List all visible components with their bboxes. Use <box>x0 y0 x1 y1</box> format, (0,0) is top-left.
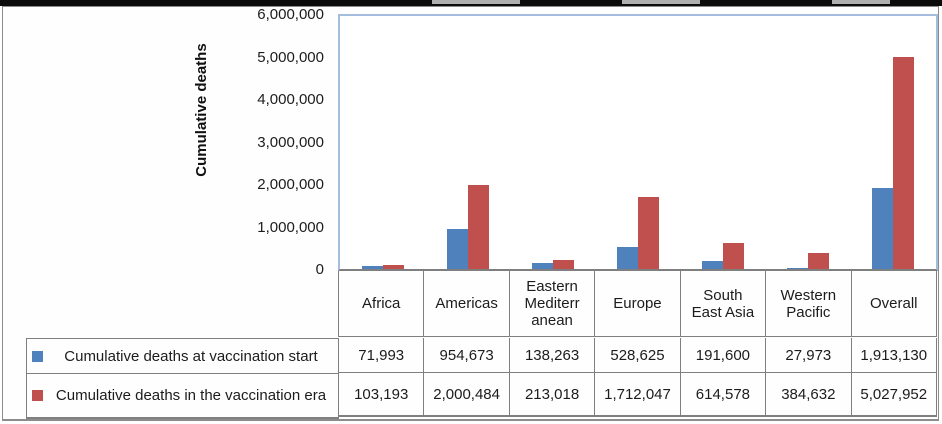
value-row-series2: 103,193 2,000,484 213,018 1,712,047 614,578 3… <box>339 373 937 417</box>
legend-label-series1: Cumulative deaths at vaccination start <box>64 347 318 365</box>
bar-series2-europe <box>638 197 659 269</box>
category-axis-labels: Africa Americas Eastern Mediterr anean Euro… <box>338 271 937 337</box>
plot-area <box>338 14 938 271</box>
value-row-series1: 71,993 954,673 138,263 528,625 191,600 27,973… <box>339 338 937 373</box>
y-tick-label: 6,000,000 <box>257 6 324 23</box>
value-cell-south-east-asia: 614,578 <box>681 373 767 415</box>
legend-table-column: Cumulative deaths at vaccination start Cu… <box>26 338 339 419</box>
y-axis-title-text: Cumulative deaths <box>192 43 210 177</box>
bar-series2-eastern-mediterranean <box>553 260 574 269</box>
value-cell-eastern-mediterranean: 138,263 <box>510 338 596 372</box>
y-tick-label: 0 <box>315 261 324 278</box>
data-table-values: 71,993 954,673 138,263 528,625 191,600 27,973… <box>339 338 937 419</box>
category-label-south-east-asia: South East Asia <box>680 271 767 337</box>
bar-series1-eastern-mediterranean <box>532 263 553 269</box>
bar-series1-western-pacific <box>787 268 808 269</box>
value-cell-americas: 2,000,484 <box>424 373 510 415</box>
category-label-overall: Overall <box>851 271 937 337</box>
value-cell-eastern-mediterranean: 213,018 <box>510 373 596 415</box>
value-cell-overall: 5,027,952 <box>852 373 937 415</box>
y-tick-label: 2,000,000 <box>257 176 324 193</box>
legend-marker-series2 <box>32 390 43 401</box>
category-label-western-pacific: Western Pacific <box>766 271 852 337</box>
bar-series1-europe <box>617 247 638 269</box>
bar-series2-americas <box>468 185 489 269</box>
value-cell-americas: 954,673 <box>424 338 510 372</box>
y-tick-label: 4,000,000 <box>257 91 324 108</box>
figure-border <box>2 6 939 421</box>
y-axis-title: Cumulative deaths <box>191 25 211 195</box>
value-cell-africa: 71,993 <box>339 338 425 372</box>
scan-artifact <box>832 0 890 4</box>
category-label-europe: Europe <box>595 271 681 337</box>
y-tick-label: 3,000,000 <box>257 133 324 151</box>
legend-row-series2: Cumulative deaths in the vaccination era <box>27 374 338 417</box>
bar-series2-africa <box>383 265 404 269</box>
y-tick-label: 1,000,000 <box>257 218 324 236</box>
legend-label-series2: Cumulative deaths in the vaccination era <box>55 387 327 404</box>
bar-series2-overall <box>893 57 914 269</box>
category-label-eastern-mediterranean: Eastern Mediterr anean <box>509 271 596 337</box>
value-cell-europe: 528,625 <box>595 338 681 372</box>
bar-series2-south-east-asia <box>723 243 744 269</box>
value-cell-western-pacific: 27,973 <box>766 338 852 372</box>
value-cell-overall: 1,913,130 <box>852 338 937 372</box>
value-cell-africa: 103,193 <box>339 373 425 415</box>
bar-series1-overall <box>872 188 893 269</box>
legend-row-series1: Cumulative deaths at vaccination start <box>27 339 338 374</box>
bar-series1-africa <box>362 266 383 269</box>
bar-series2-western-pacific <box>808 253 829 269</box>
y-tick-label: 5,000,000 <box>257 48 324 66</box>
bar-series1-americas <box>447 229 468 269</box>
value-cell-europe: 1,712,047 <box>595 373 681 415</box>
category-label-africa: Africa <box>339 271 425 337</box>
value-cell-south-east-asia: 191,600 <box>681 338 767 372</box>
value-cell-western-pacific: 384,632 <box>766 373 852 415</box>
bar-series1-south-east-asia <box>702 261 723 269</box>
legend-marker-series1 <box>32 350 43 362</box>
scan-artifact <box>432 0 520 4</box>
category-label-americas: Americas <box>424 271 510 337</box>
scan-artifact <box>622 0 700 4</box>
